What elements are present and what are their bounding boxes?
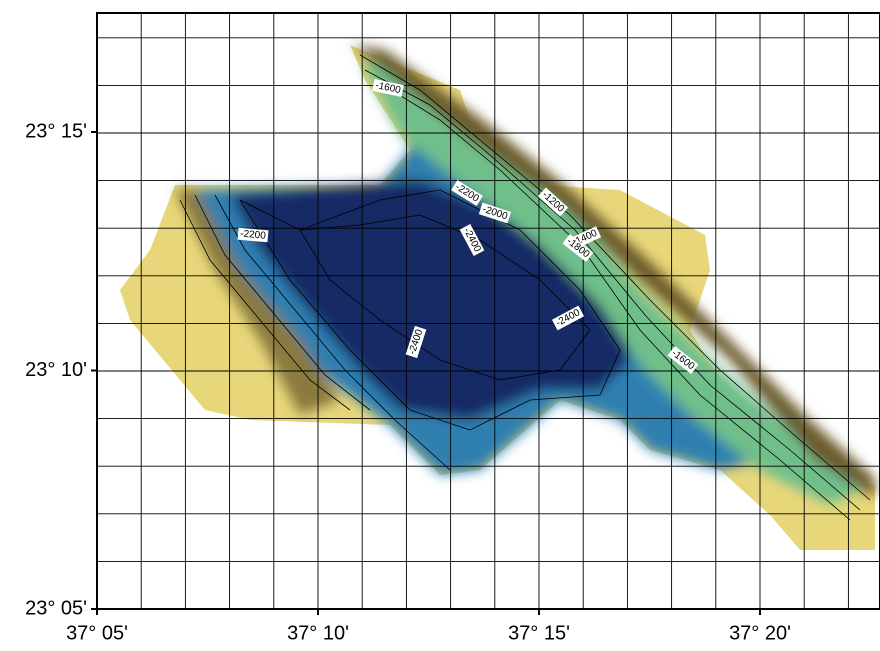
bathymetry xyxy=(120,45,875,550)
x-tick-label: 37° 15' xyxy=(508,622,570,644)
y-tick-label: 23° 05' xyxy=(25,597,87,619)
y-tick-label: 23° 10' xyxy=(25,359,87,381)
map: 23° 15' 23° 10' 23° 05' 37° 05' 37° 10' 37° 1… xyxy=(0,0,880,651)
contour-label-text: -2200 xyxy=(240,229,267,242)
x-tick-label: 37° 10' xyxy=(287,622,349,644)
x-tick-label: 37° 05' xyxy=(66,622,128,644)
x-tick-label: 37° 20' xyxy=(729,622,791,644)
y-tick-label: 23° 15' xyxy=(25,120,87,142)
